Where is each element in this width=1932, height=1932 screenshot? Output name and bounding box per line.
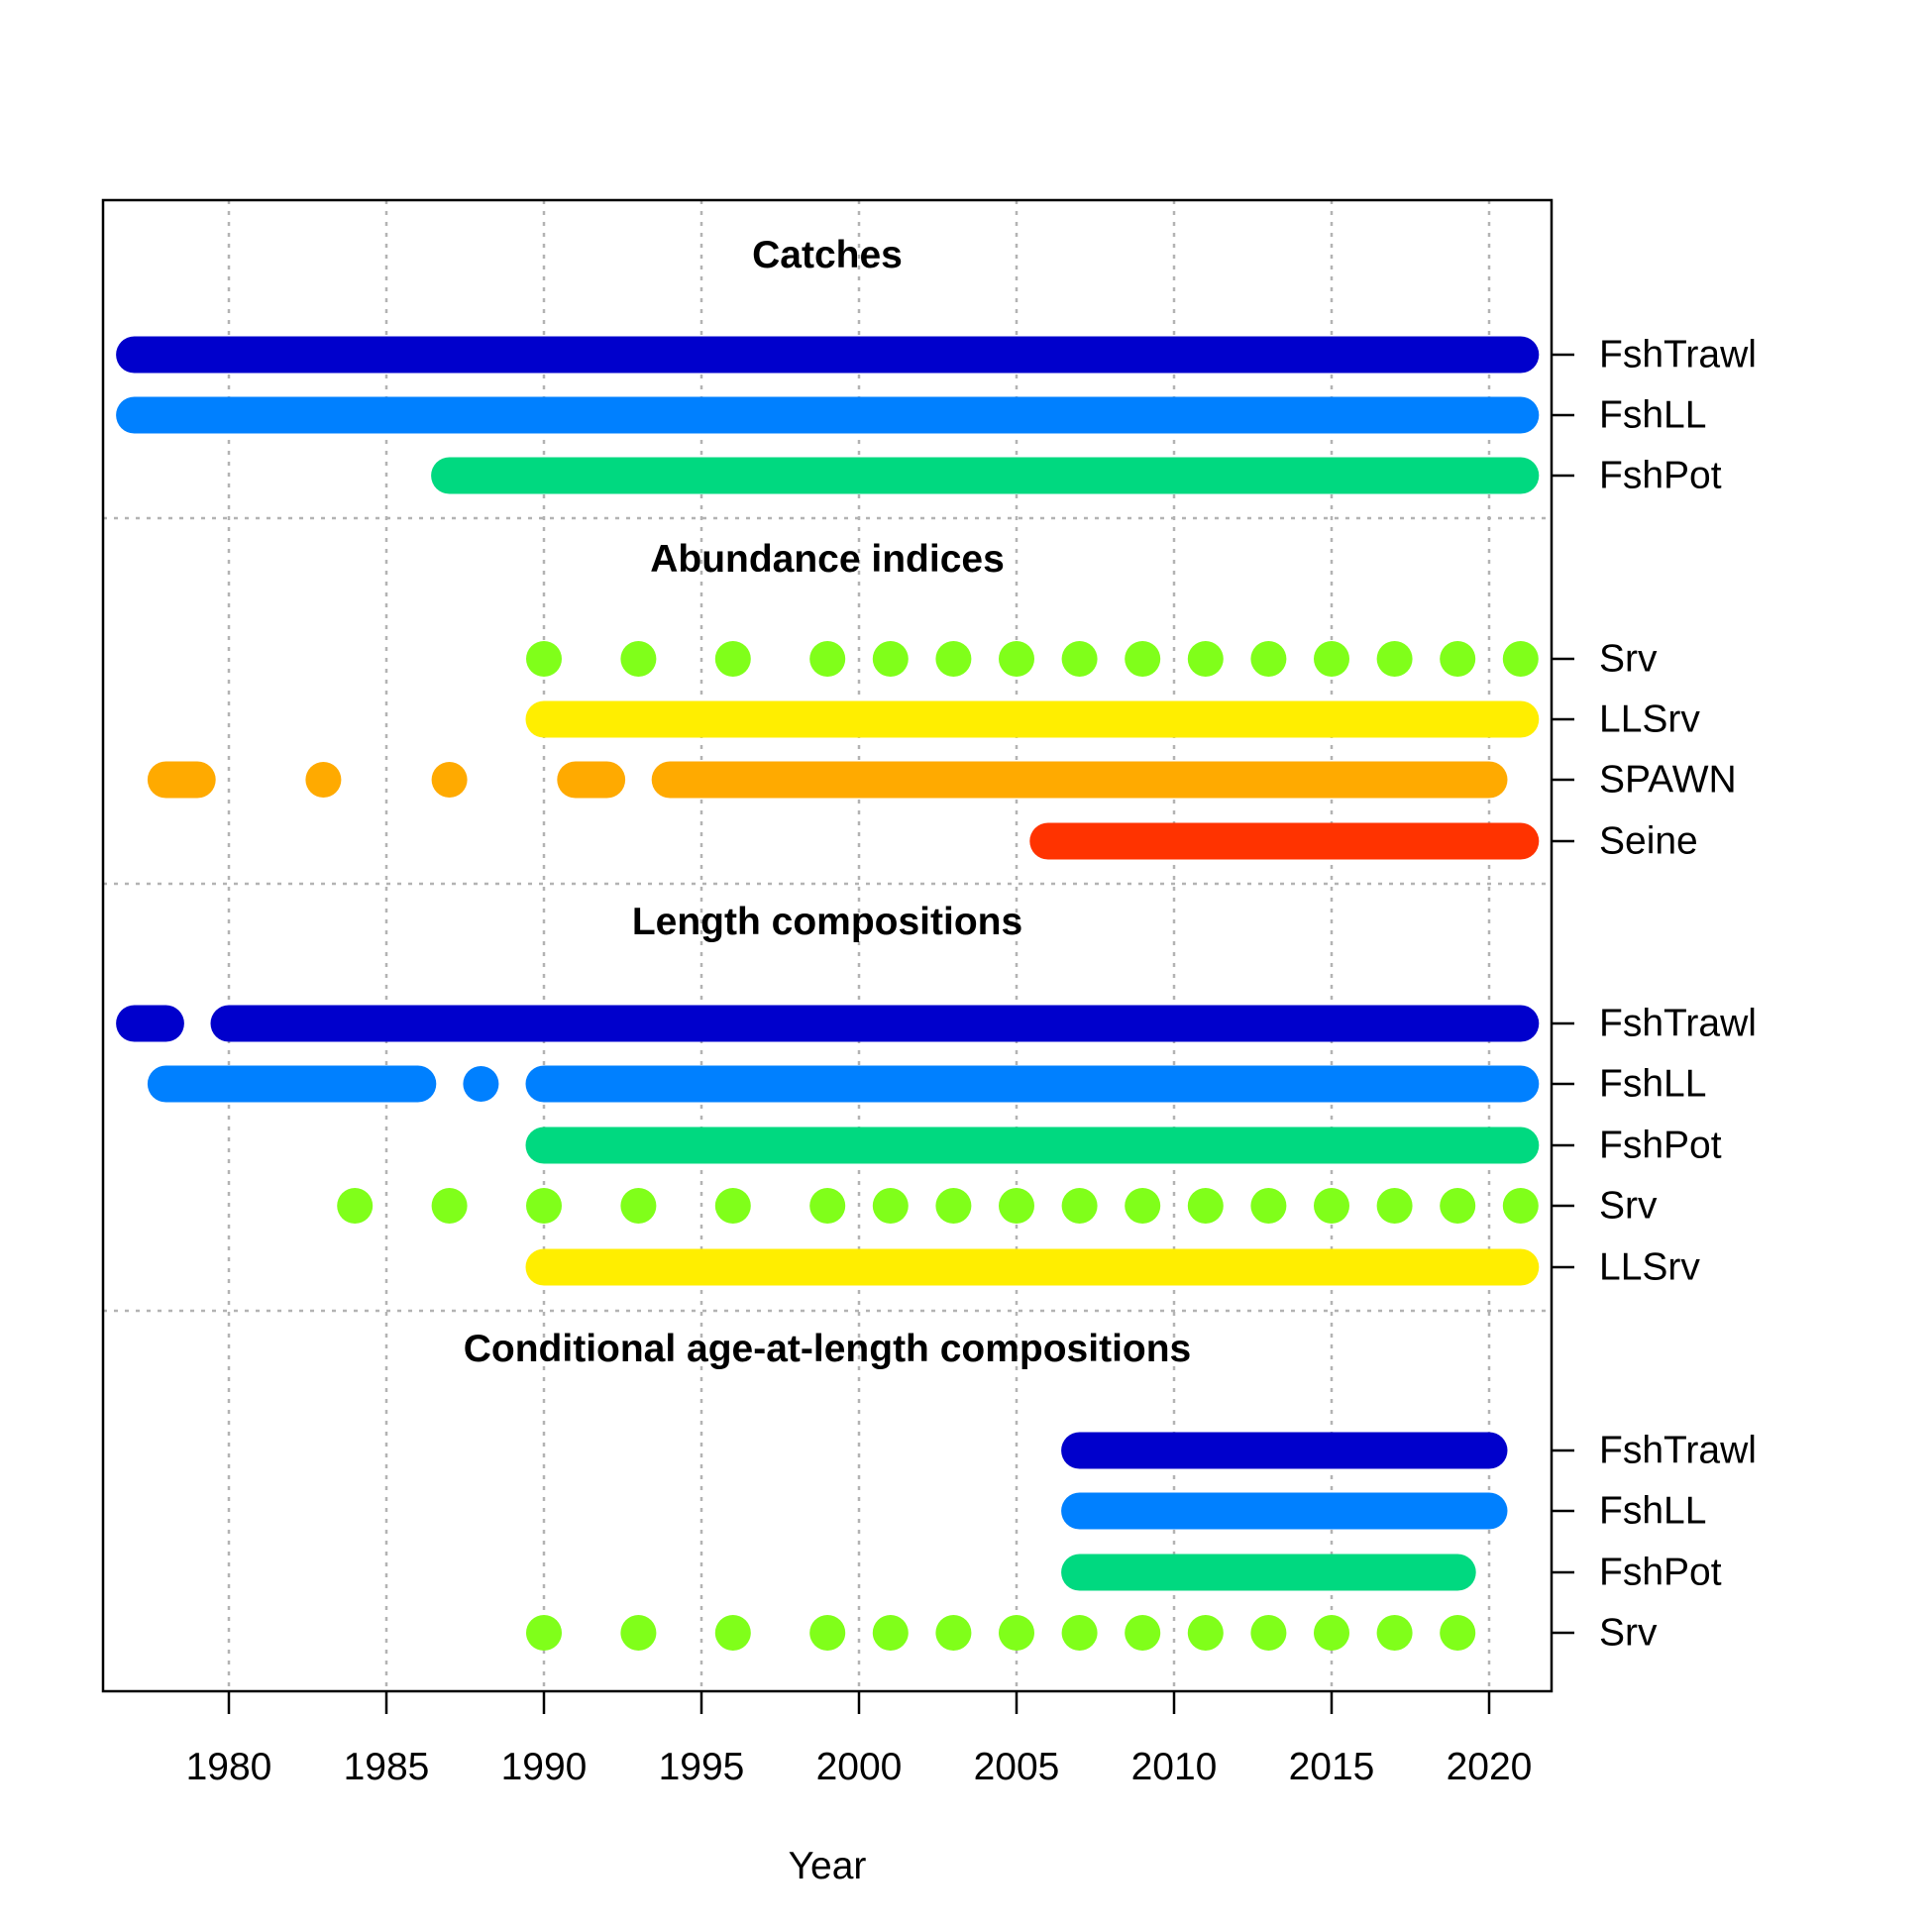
point-srv-2011 [1187, 641, 1224, 677]
point-srv-2007 [1061, 641, 1098, 677]
point-srv-1999 [809, 1615, 846, 1651]
series-label-llsrv: LLSrv [1599, 698, 1700, 740]
point-srv-2007 [1061, 1188, 1098, 1224]
section-titles: Catches Abundance indices Length compositi… [464, 234, 1192, 1370]
point-srv-1999 [809, 1188, 846, 1224]
x-tick-label-1995: 1995 [659, 1746, 745, 1788]
point-srv-1993 [620, 641, 657, 677]
point-srv-2007 [1061, 1615, 1098, 1651]
point-srv-2001 [872, 641, 909, 677]
point-srv-2011 [1187, 1615, 1224, 1651]
point-spawn-1983 [305, 762, 342, 798]
series-labels: FshTrawl FshLL FshPot Srv LLSrv SPAWN Seine Fsh… [1552, 333, 1757, 1654]
point-srv-2013 [1250, 641, 1287, 677]
point-srv-1996 [714, 641, 751, 677]
point-srv-2003 [935, 1615, 972, 1651]
point-srv-1990 [526, 1615, 562, 1651]
point-srv-2019 [1440, 641, 1476, 677]
point-srv-2011 [1187, 1188, 1224, 1224]
series-label-fshll: FshLL [1599, 1489, 1706, 1532]
series-label-srv: Srv [1599, 1611, 1658, 1654]
section-title-1: Catches [752, 234, 903, 276]
point-fshll-1988 [463, 1066, 499, 1102]
series-label-spawn: SPAWN [1599, 758, 1737, 801]
point-srv-2019 [1440, 1188, 1476, 1224]
point-srv-1993 [620, 1615, 657, 1651]
point-srv-2015 [1314, 641, 1349, 677]
x-tick-label-2005: 2005 [974, 1746, 1060, 1788]
series-label-fshtrawl: FshTrawl [1599, 1002, 1757, 1044]
point-srv-1993 [620, 1188, 657, 1224]
point-spawn-1987 [431, 762, 468, 798]
section-title-4: Conditional age-at-length compositions [464, 1328, 1192, 1370]
x-axis-title: Year [789, 1845, 867, 1887]
point-srv-2009 [1125, 641, 1161, 677]
series-label-fshll: FshLL [1599, 1062, 1706, 1105]
point-srv-2019 [1440, 1615, 1476, 1651]
point-srv-2009 [1125, 1188, 1161, 1224]
series-label-fshpot: FshPot [1599, 454, 1722, 496]
point-srv-1999 [809, 641, 846, 677]
point-srv-2009 [1125, 1615, 1161, 1651]
series-label-fshtrawl: FshTrawl [1599, 333, 1757, 376]
point-srv-2015 [1314, 1188, 1349, 1224]
series-label-fshpot: FshPot [1599, 1551, 1722, 1593]
series-label-fshpot: FshPot [1599, 1124, 1722, 1166]
section-title-3: Length compositions [632, 901, 1022, 943]
section-separators [103, 516, 1552, 1313]
point-srv-1990 [526, 1188, 562, 1224]
x-tick-label-2010: 2010 [1131, 1746, 1218, 1788]
point-srv-2005 [999, 1615, 1034, 1651]
series-label-srv: Srv [1599, 637, 1658, 680]
x-axis: 1980 1985 1990 1995 2000 2005 2010 2015 2020 [186, 1691, 1533, 1788]
point-srv-2001 [872, 1188, 909, 1224]
section-title-2: Abundance indices [650, 538, 1005, 581]
point-srv-2005 [999, 1188, 1034, 1224]
x-tick-label-2000: 2000 [816, 1746, 903, 1788]
x-tick-label-1990: 1990 [501, 1746, 588, 1788]
series-label-srv: Srv [1599, 1184, 1658, 1227]
point-srv-2013 [1250, 1615, 1287, 1651]
series-label-seine: Seine [1599, 819, 1698, 862]
series-label-fshll: FshLL [1599, 393, 1706, 436]
series-label-fshtrawl: FshTrawl [1599, 1429, 1757, 1471]
x-tick-label-2015: 2015 [1289, 1746, 1375, 1788]
point-srv-1987 [431, 1188, 468, 1224]
point-srv-2003 [935, 641, 972, 677]
x-tick-label-2020: 2020 [1447, 1746, 1533, 1788]
point-srv-2005 [999, 641, 1034, 677]
point-srv-2015 [1314, 1615, 1349, 1651]
point-srv-1984 [337, 1188, 374, 1224]
point-srv-2017 [1376, 1188, 1413, 1224]
point-srv-2003 [935, 1188, 972, 1224]
point-srv-2001 [872, 1615, 909, 1651]
point-srv-2017 [1376, 1615, 1413, 1651]
point-srv-2013 [1250, 1188, 1287, 1224]
point-srv-2021 [1502, 1188, 1539, 1224]
point-srv-1996 [714, 1615, 751, 1651]
point-srv-1996 [714, 1188, 751, 1224]
plot-frame [101, 198, 1554, 1693]
x-tick-label-1985: 1985 [344, 1746, 430, 1788]
point-srv-2021 [1502, 641, 1539, 677]
point-srv-2017 [1376, 641, 1413, 677]
data-marks [116, 336, 1540, 1651]
x-tick-label-1980: 1980 [186, 1746, 272, 1788]
point-srv-1990 [526, 641, 562, 677]
series-label-llsrv: LLSrv [1599, 1245, 1700, 1288]
